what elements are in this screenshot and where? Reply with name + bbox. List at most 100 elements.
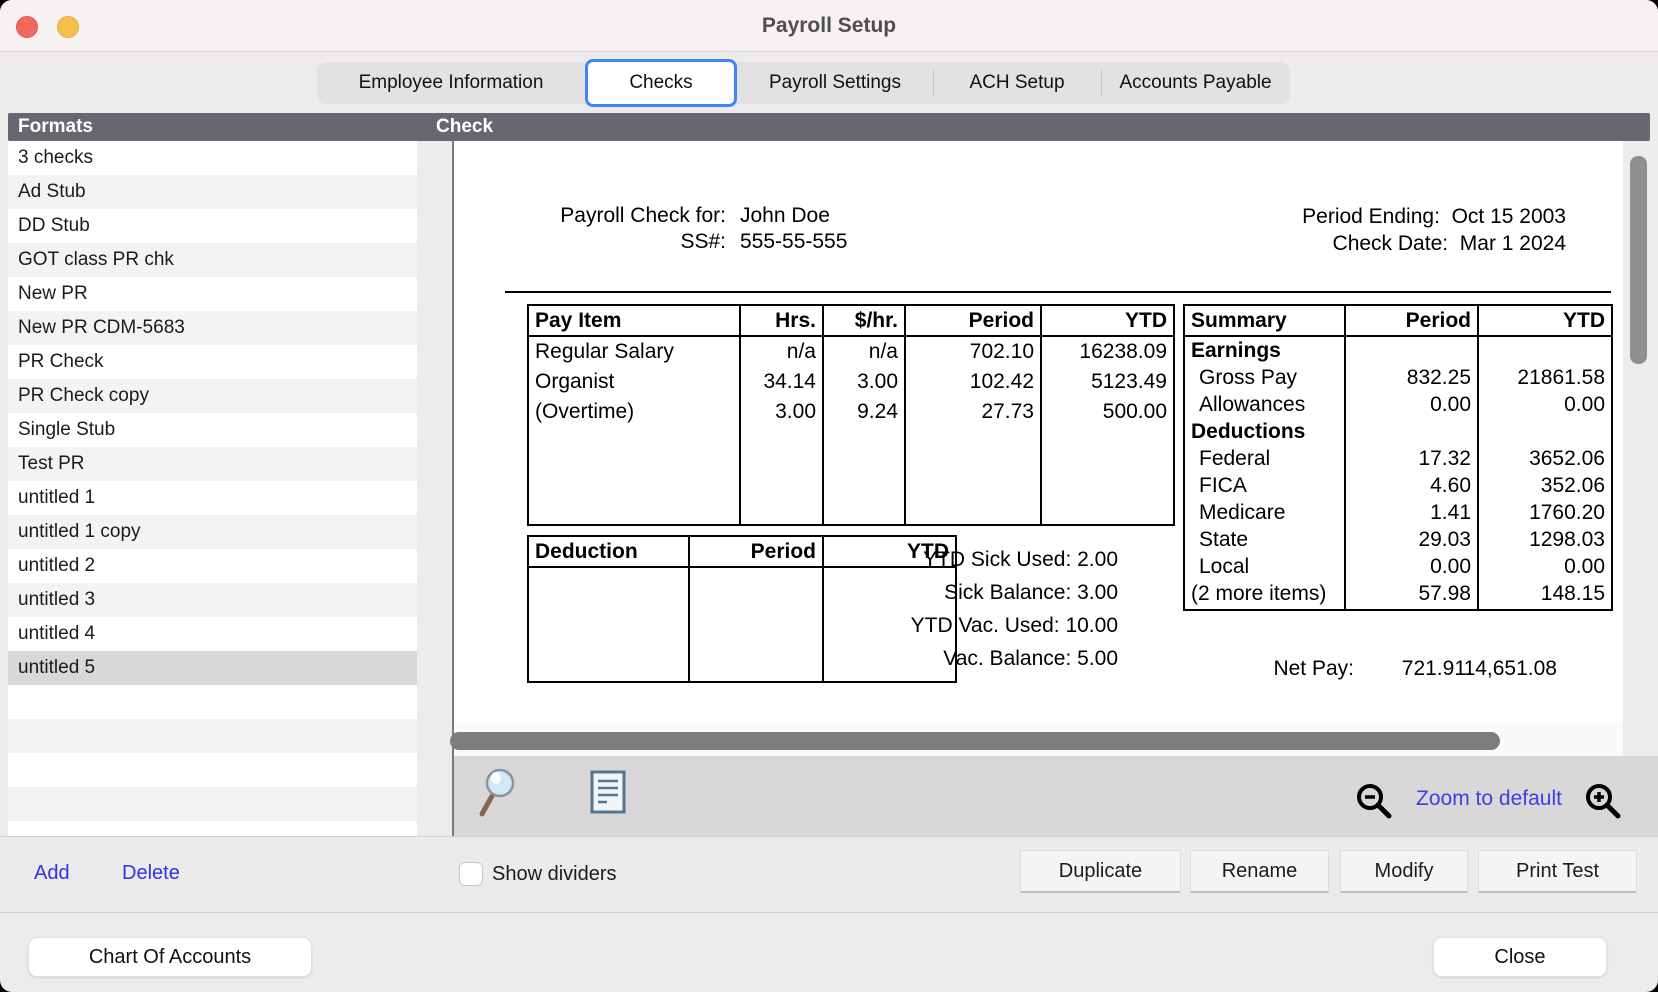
leave-line: YTD Vac. Used: 10.00 bbox=[910, 614, 1118, 637]
show-dividers-checkbox[interactable] bbox=[459, 862, 483, 886]
column-header: $/hr. bbox=[824, 306, 904, 337]
window-title: Payroll Setup bbox=[761, 14, 897, 37]
table-cell: 3652.06 bbox=[1529, 447, 1605, 470]
horizontal-scrollbar[interactable] bbox=[450, 732, 1500, 750]
table-column: Period 832.25 0.00 17.32 4.60 1.41 29.03 0.00 57… bbox=[1344, 306, 1477, 609]
ssn-label: SS#: bbox=[680, 230, 726, 253]
duplicate-button[interactable]: Duplicate bbox=[1020, 850, 1181, 893]
add-button[interactable]: Add bbox=[34, 862, 70, 884]
table-cell: 0.00 bbox=[1564, 393, 1605, 416]
table-column: Deduction bbox=[529, 537, 688, 681]
table-cell: 148.15 bbox=[1540, 582, 1605, 605]
table-cell: 9.24 bbox=[857, 400, 898, 423]
zoom-out-icon[interactable] bbox=[1355, 782, 1393, 820]
document-tool-icon[interactable] bbox=[590, 770, 626, 814]
column-header: Pay Item bbox=[529, 306, 739, 337]
table-cell: Allowances bbox=[1199, 393, 1306, 416]
table-cell: 34.14 bbox=[763, 370, 816, 393]
table-cell bbox=[1479, 337, 1611, 364]
format-list-item[interactable]: untitled 3 bbox=[8, 583, 417, 617]
period-ending-value: Oct 15 2003 bbox=[1451, 205, 1566, 228]
column-header: YTD bbox=[1042, 306, 1173, 337]
show-dividers-label: Show dividers bbox=[492, 863, 617, 885]
vertical-scrollbar[interactable] bbox=[1630, 156, 1647, 364]
minimize-window-button[interactable] bbox=[57, 16, 79, 38]
table-cell: 3.00 bbox=[857, 370, 898, 393]
delete-button[interactable]: Delete bbox=[122, 862, 180, 884]
tab-ach-setup[interactable]: ACH Setup bbox=[933, 62, 1101, 104]
format-list-item[interactable]: New PR bbox=[8, 277, 417, 311]
format-list-item[interactable]: 3 checks bbox=[8, 141, 417, 175]
check-header: Check bbox=[436, 116, 494, 137]
title-bar: Payroll Setup bbox=[0, 0, 1658, 52]
format-list-item[interactable]: untitled 4 bbox=[8, 617, 417, 651]
table-cell: 1298.03 bbox=[1529, 528, 1605, 551]
tab-bar: Employee Information Checks Payroll Sett… bbox=[317, 59, 1290, 107]
table-cell: State bbox=[1199, 528, 1249, 551]
chart-of-accounts-button[interactable]: Chart Of Accounts bbox=[28, 937, 312, 977]
table-cell: FICA bbox=[1199, 474, 1247, 497]
table-cell: 102.42 bbox=[969, 370, 1034, 393]
table-cell: (2 more items) bbox=[1191, 582, 1327, 605]
table-cell: Medicare bbox=[1199, 501, 1286, 524]
table-cell: 832.25 bbox=[1406, 366, 1471, 389]
format-list-item[interactable]: untitled 5 bbox=[8, 651, 417, 685]
format-list-item[interactable]: Ad Stub bbox=[8, 175, 417, 209]
table-cell: 702.10 bbox=[969, 340, 1034, 363]
pay-items-table: Pay Item Regular Salary Organist (Overtime… bbox=[527, 304, 1175, 526]
format-list-item[interactable]: PR Check copy bbox=[8, 379, 417, 413]
format-list-item[interactable]: DD Stub bbox=[8, 209, 417, 243]
format-list-item[interactable]: Single Stub bbox=[8, 413, 417, 447]
tab-employee-information[interactable]: Employee Information bbox=[358, 72, 544, 93]
table-cell: 1760.20 bbox=[1529, 501, 1605, 524]
table-cell: 57.98 bbox=[1418, 582, 1471, 605]
table-cell: 4.60 bbox=[1430, 474, 1471, 497]
table-column: Period bbox=[688, 537, 822, 681]
table-cell: n/a bbox=[786, 340, 816, 363]
table-cell: Regular Salary bbox=[535, 340, 674, 363]
table-cell: 5123.49 bbox=[1091, 370, 1167, 393]
format-list-item[interactable]: New PR CDM-5683 bbox=[8, 311, 417, 345]
modify-button[interactable]: Modify bbox=[1340, 850, 1468, 893]
check-date-value: Mar 1 2024 bbox=[1459, 232, 1566, 255]
table-cell: Organist bbox=[535, 370, 615, 393]
table-cell: 0.00 bbox=[1564, 555, 1605, 578]
format-list-item[interactable]: untitled 1 copy bbox=[8, 515, 417, 549]
tab-accounts-payable[interactable]: Accounts Payable bbox=[1101, 62, 1290, 104]
check-divider-rule bbox=[505, 291, 1611, 293]
column-header: YTD bbox=[1479, 306, 1611, 337]
format-list-item[interactable]: GOT class PR chk bbox=[8, 243, 417, 277]
column-header: YTD bbox=[824, 537, 955, 568]
zoom-in-icon[interactable] bbox=[1584, 782, 1622, 820]
format-list-item[interactable]: untitled 2 bbox=[8, 549, 417, 583]
check-preview[interactable]: Payroll Check for: John Doe SS#: 555-55-… bbox=[452, 141, 1623, 723]
table-column: Pay Item Regular Salary Organist (Overtime… bbox=[529, 306, 739, 524]
table-cell: (Overtime) bbox=[535, 400, 635, 423]
leave-line: Sick Balance: 3.00 bbox=[944, 581, 1118, 604]
zoom-to-default-link[interactable]: Zoom to default bbox=[1416, 787, 1562, 810]
table-cell: Deductions bbox=[1191, 420, 1306, 443]
format-list-empty-row bbox=[8, 787, 417, 821]
table-cell: Gross Pay bbox=[1199, 366, 1298, 389]
tab-checks[interactable]: Checks bbox=[585, 59, 737, 107]
format-list-item[interactable]: Test PR bbox=[8, 447, 417, 481]
formats-header: Formats bbox=[18, 116, 93, 137]
rename-button[interactable]: Rename bbox=[1190, 850, 1329, 893]
table-cell: 352.06 bbox=[1540, 474, 1605, 497]
leave-line: Vac. Balance: 5.00 bbox=[943, 647, 1118, 670]
tab-payroll-settings[interactable]: Payroll Settings bbox=[768, 72, 901, 93]
close-window-button[interactable] bbox=[16, 16, 38, 38]
column-header: Period bbox=[1346, 306, 1477, 337]
print-test-button[interactable]: Print Test bbox=[1478, 850, 1637, 893]
table-cell: 0.00 bbox=[1430, 555, 1471, 578]
check-dates-block: Period Ending: Oct 15 2003 Check Date: M… bbox=[1244, 203, 1566, 257]
column-header: Period bbox=[906, 306, 1040, 337]
table-column: YTD 16238.09 5123.49 500.00 bbox=[1040, 306, 1173, 524]
net-pay-ytd: 14,651.08 bbox=[1463, 657, 1557, 680]
format-list-item[interactable]: PR Check bbox=[8, 345, 417, 379]
leave-line: YTD Sick Used: 2.00 bbox=[923, 548, 1118, 571]
close-button[interactable]: Close bbox=[1433, 937, 1607, 977]
table-column: YTD bbox=[822, 537, 955, 681]
magnifier-tool-icon[interactable] bbox=[478, 766, 520, 820]
format-list-item[interactable]: untitled 1 bbox=[8, 481, 417, 515]
